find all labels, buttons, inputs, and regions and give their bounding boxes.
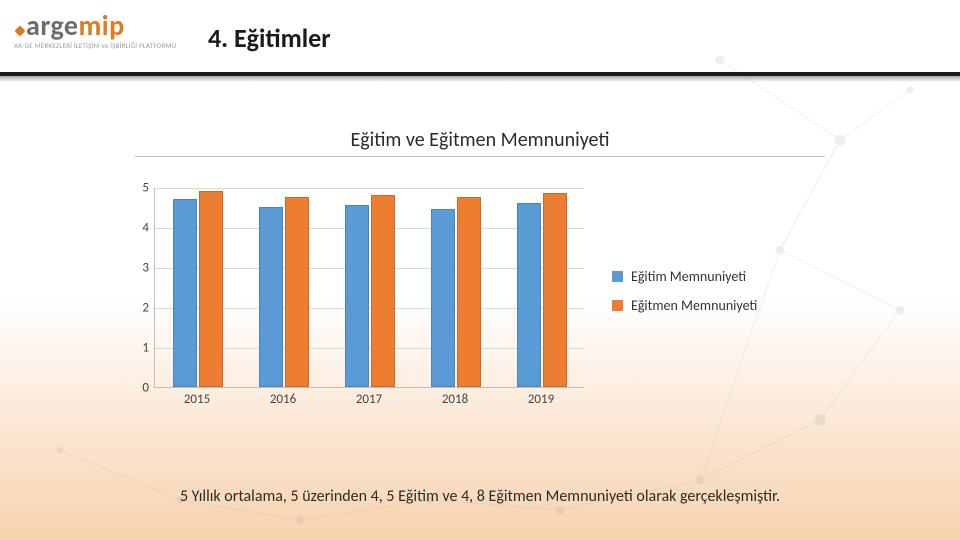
chart-bar [517, 203, 541, 387]
chart-ytick: 5 [142, 181, 149, 196]
chart-legend: Eğitim Memnuniyeti Eğitmen Memnuniyeti [612, 268, 757, 326]
chart-bar [259, 207, 283, 387]
page-title: 4. Eğitimler [208, 22, 330, 54]
chart-xtick: 2017 [326, 392, 412, 407]
chart-bar [285, 197, 309, 387]
chart-title: Eğitim ve Eğitmen Memnuniyeti [0, 128, 960, 152]
logo: arge mip AR-GE MERKEZLERİ İLETİŞİM ve İŞ… [14, 8, 176, 50]
chart-ytick: 4 [142, 221, 149, 236]
chart-title-underline [135, 156, 825, 157]
chart-ytick: 2 [142, 301, 149, 316]
content: Eğitim ve Eğitmen Memnuniyeti 012345 Eği… [0, 100, 960, 540]
chart-ytick: 3 [142, 261, 149, 276]
header: arge mip AR-GE MERKEZLERİ İLETİŞİM ve İŞ… [0, 0, 960, 74]
logo-text-left: arge [26, 8, 79, 43]
chart-xtick: 2016 [240, 392, 326, 407]
chart-plot-area: 012345 [154, 188, 584, 388]
chart-ytick: 1 [142, 341, 149, 356]
chart-ytick: 0 [142, 381, 149, 396]
logo-text-right: mip [79, 8, 125, 43]
chart-xtick: 2015 [154, 392, 240, 407]
chart-gridline [155, 188, 584, 189]
legend-item: Eğitim Memnuniyeti [612, 268, 757, 285]
chart-bar [371, 195, 395, 387]
logo-tagline: AR-GE MERKEZLERİ İLETİŞİM ve İŞBİRLİĞİ P… [14, 41, 176, 50]
header-rule [0, 72, 960, 76]
legend-label: Eğitmen Memnuniyeti [631, 297, 757, 314]
legend-swatch-icon [612, 271, 623, 282]
chart-bar [173, 199, 197, 387]
chart-bar [457, 197, 481, 387]
legend-label: Eğitim Memnuniyeti [631, 268, 746, 285]
chart-bar [543, 193, 567, 387]
chart-bar [431, 209, 455, 387]
chart-xtick: 2019 [498, 392, 584, 407]
legend-swatch-icon [612, 300, 623, 311]
chart-bar [199, 191, 223, 387]
satisfaction-chart: 012345 Eğitim Memnuniyeti Eğitmen Memnun… [130, 188, 830, 428]
footer-note: 5 Yıllık ortalama, 5 üzerinden 4, 5 Eğit… [0, 487, 960, 506]
chart-xtick: 2018 [412, 392, 498, 407]
chart-bar [345, 205, 369, 387]
logo-dot-icon [14, 25, 25, 36]
legend-item: Eğitmen Memnuniyeti [612, 297, 757, 314]
